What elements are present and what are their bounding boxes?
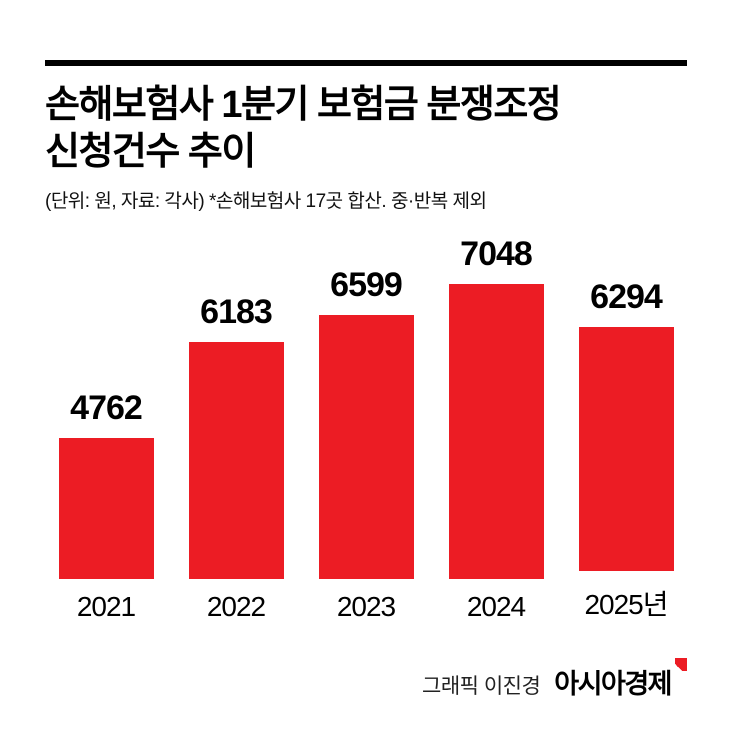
chart-subtitle-unit-note: (단위: 원, 자료: 각사) *손해보험사 17곳 합산. 중·반복 제외 — [45, 191, 487, 213]
chart-title: 손해보험사 1분기 보험금 분쟁조정 신청건수 추이 — [45, 82, 687, 176]
bar-year-label: 2025년 — [584, 589, 668, 621]
footer-credit-row: 그래픽 이진경 아시아경제 — [422, 658, 687, 701]
bar — [578, 327, 674, 572]
bar-value-label: 6599 — [330, 266, 403, 305]
bar-column: 4762 2021 — [45, 231, 167, 623]
bar-year-label: 2021 — [76, 591, 136, 623]
top-divider-rule — [45, 60, 687, 66]
brand-logo-text: 아시아경제 — [554, 669, 672, 699]
bar-value-label: 7048 — [460, 235, 533, 274]
bar-chart: 4762 2021 6183 2022 6599 2023 7048 2024 6294 2025… — [45, 231, 687, 623]
bar-column: 6294 2025년 — [565, 231, 687, 623]
bar-year-label: 2023 — [336, 591, 396, 623]
bar-column: 7048 2024 — [435, 231, 557, 623]
bar-column: 6599 2023 — [305, 231, 427, 623]
bar — [188, 342, 284, 580]
content-area: 손해보험사 1분기 보험금 분쟁조정 신청건수 추이 (단위: 원, 자료: 각… — [0, 60, 732, 623]
chart-title-line2: 신청건수 추이 — [45, 131, 256, 174]
bar — [318, 315, 414, 580]
bar-column: 6183 2022 — [175, 231, 297, 623]
bar — [448, 284, 544, 580]
bar — [58, 438, 154, 580]
chart-title-line1: 손해보험사 1분기 보험금 분쟁조정 — [45, 84, 562, 126]
bar-year-label: 2024 — [466, 591, 526, 623]
bar-value-label: 6294 — [590, 278, 663, 317]
brand-logo: 아시아경제 — [554, 658, 687, 701]
bar-value-label: 4762 — [70, 389, 143, 428]
graphic-credit: 그래픽 이진경 — [422, 675, 541, 698]
brand-logo-mark-icon — [675, 658, 687, 671]
bar-value-label: 6183 — [200, 293, 273, 332]
bar-year-label: 2022 — [206, 591, 266, 623]
